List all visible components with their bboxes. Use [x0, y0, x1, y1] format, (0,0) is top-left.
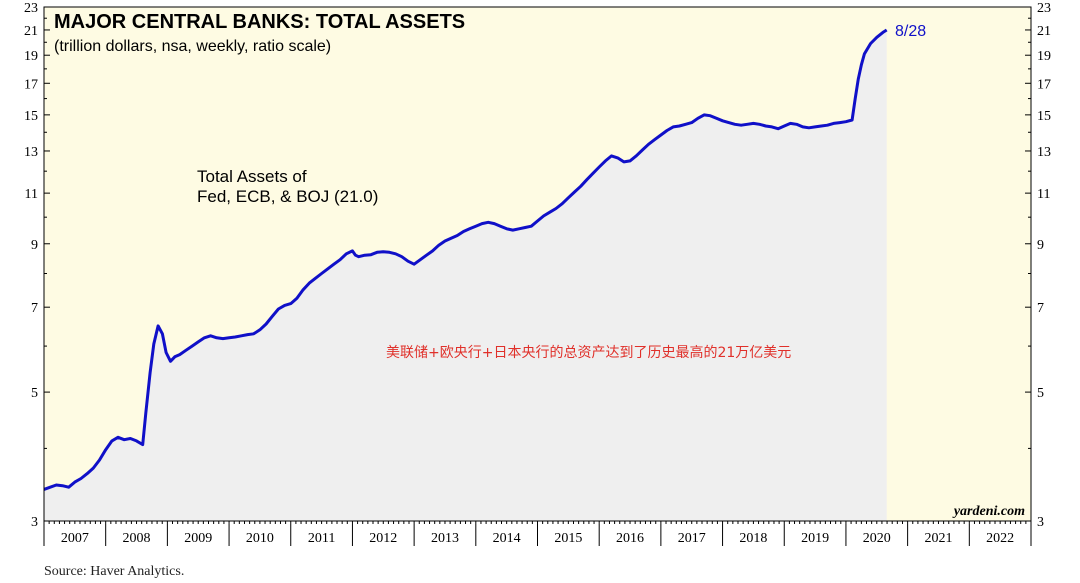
x-tick-label: 2022 — [986, 531, 1014, 546]
series-area-fill — [44, 30, 887, 521]
y-axis-left: 3 5 7 9 11 13 15 17 19 21 23 — [24, 1, 50, 530]
y-tick-label-right: 5 — [1037, 386, 1044, 401]
y-tick-label-right: 3 — [1037, 515, 1044, 530]
x-tick-label: 2021 — [924, 531, 952, 546]
x-tick-label: 2012 — [369, 531, 397, 546]
x-tick-label: 2010 — [246, 531, 274, 546]
y-tick-label-right: 17 — [1037, 77, 1051, 92]
y-tick-label-left: 11 — [25, 187, 38, 202]
y-tick-label-right: 23 — [1037, 1, 1051, 16]
x-tick-label: 2014 — [493, 531, 521, 546]
x-tick-label: 2016 — [616, 531, 644, 546]
y-tick-label-left: 19 — [24, 49, 38, 64]
series-line-total-assets — [43, 28, 888, 491]
x-tick-label: 2018 — [739, 531, 767, 546]
x-tick-label: 2020 — [863, 531, 891, 546]
y-tick-label-left: 5 — [31, 386, 38, 401]
series-label-line1: Total Assets of — [197, 167, 307, 186]
y-tick-label-right: 9 — [1037, 238, 1044, 253]
x-tick-label: 2011 — [308, 531, 335, 546]
x-tick-label: 2009 — [184, 531, 212, 546]
x-tick-label: 2007 — [61, 531, 89, 546]
source-note: Source: Haver Analytics. — [44, 564, 185, 579]
x-tick-label: 2015 — [554, 531, 582, 546]
x-tick-label: 2017 — [678, 531, 706, 546]
y-tick-label-left: 3 — [31, 515, 38, 530]
y-tick-label-right: 19 — [1037, 49, 1051, 64]
x-axis: 2007 2008 2009 2010 2011 2012 2013 2014 2015 2016… — [43, 521, 1032, 546]
y-tick-label-right: 15 — [1037, 109, 1051, 124]
plot-content — [43, 28, 888, 521]
x-tick-label: 2019 — [801, 531, 829, 546]
y-tick-label-right: 13 — [1037, 145, 1051, 160]
x-tick-label: 2008 — [123, 531, 151, 546]
y-tick-label-right: 7 — [1037, 301, 1044, 316]
y-tick-label-left: 15 — [24, 109, 38, 124]
series-label-line2: Fed, ECB, & BOJ (21.0) — [197, 187, 378, 206]
last-point-label: 8/28 — [895, 23, 926, 40]
annotation-cn: 美联储+欧央行+日本央行的总资产达到了历史最高的21万亿美元 — [386, 344, 791, 361]
y-tick-label-left: 13 — [24, 145, 38, 160]
y-axis-right: 3 5 7 9 11 13 15 17 19 21 23 — [1025, 1, 1051, 530]
chart-title: MAJOR CENTRAL BANKS: TOTAL ASSETS — [54, 11, 465, 33]
x-tick-label: 2013 — [431, 531, 459, 546]
y-tick-label-left: 7 — [31, 301, 38, 316]
y-tick-label-left: 21 — [24, 24, 38, 39]
y-tick-label-left: 17 — [24, 77, 38, 92]
y-tick-label-left: 9 — [31, 238, 38, 253]
y-tick-label-right: 11 — [1037, 187, 1050, 202]
watermark: yardeni.com — [952, 504, 1025, 519]
y-tick-label-right: 21 — [1037, 24, 1051, 39]
chart-subtitle: (trillion dollars, nsa, weekly, ratio sc… — [54, 38, 331, 55]
y-tick-label-left: 23 — [24, 1, 38, 16]
